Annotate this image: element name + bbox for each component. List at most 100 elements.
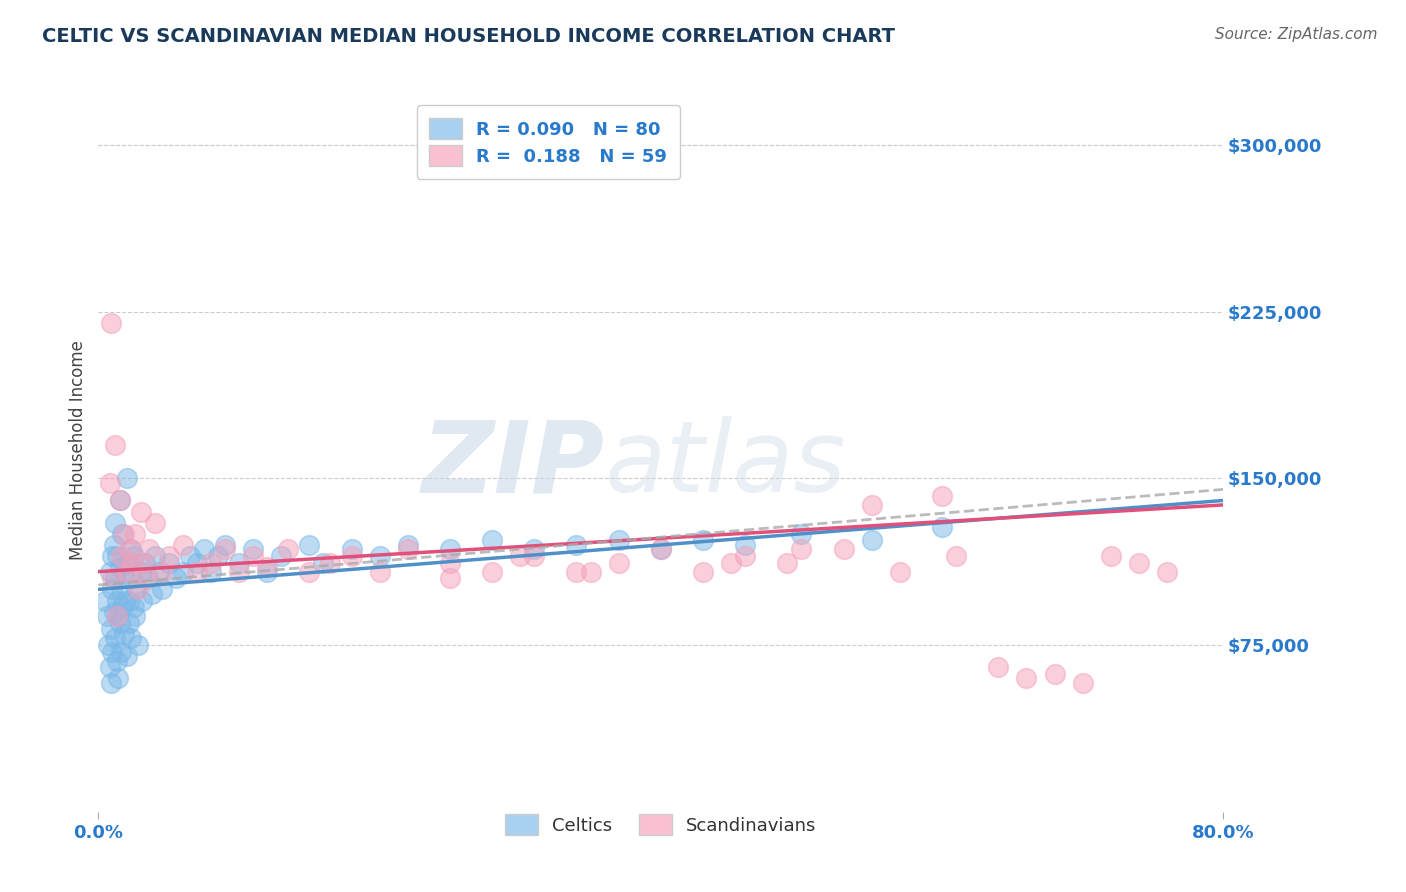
Point — [110, 549, 132, 563]
Point — [134, 556, 156, 570]
Point — [101, 645, 124, 659]
Point — [97, 638, 120, 652]
Point — [1128, 556, 1150, 570]
Point — [481, 565, 503, 579]
Point — [100, 623, 122, 637]
Point — [98, 660, 121, 674]
Point — [143, 549, 166, 563]
Point — [298, 565, 321, 579]
Point — [108, 493, 131, 508]
Text: Source: ZipAtlas.com: Source: ZipAtlas.com — [1215, 27, 1378, 42]
Point — [172, 538, 194, 552]
Point — [200, 565, 222, 579]
Point — [112, 627, 135, 641]
Point — [129, 565, 152, 579]
Point — [104, 438, 127, 452]
Point — [100, 316, 122, 330]
Point — [104, 632, 127, 646]
Point — [105, 593, 128, 607]
Point — [319, 556, 342, 570]
Point — [150, 565, 173, 579]
Point — [135, 571, 157, 585]
Point — [1071, 675, 1094, 690]
Point — [101, 549, 124, 563]
Text: CELTIC VS SCANDINAVIAN MEDIAN HOUSEHOLD INCOME CORRELATION CHART: CELTIC VS SCANDINAVIAN MEDIAN HOUSEHOLD … — [42, 27, 896, 45]
Point — [228, 565, 250, 579]
Point — [650, 542, 672, 557]
Point — [138, 542, 160, 557]
Point — [112, 565, 135, 579]
Point — [172, 565, 194, 579]
Point — [104, 571, 127, 585]
Point — [186, 565, 208, 579]
Point — [112, 526, 135, 541]
Point — [607, 533, 630, 548]
Point — [186, 556, 208, 570]
Y-axis label: Median Household Income: Median Household Income — [69, 341, 87, 560]
Point — [270, 549, 292, 563]
Point — [104, 516, 127, 530]
Point — [340, 542, 363, 557]
Point — [242, 542, 264, 557]
Point — [103, 538, 125, 552]
Point — [122, 549, 145, 563]
Point — [157, 556, 180, 570]
Point — [108, 560, 131, 574]
Point — [945, 549, 967, 563]
Point — [650, 542, 672, 557]
Point — [368, 549, 391, 563]
Point — [143, 516, 166, 530]
Point — [105, 654, 128, 668]
Point — [1099, 549, 1122, 563]
Point — [108, 615, 131, 630]
Point — [889, 565, 911, 579]
Point — [120, 632, 142, 646]
Point — [1156, 565, 1178, 579]
Point — [150, 582, 173, 597]
Point — [860, 498, 883, 512]
Point — [396, 542, 419, 557]
Point — [124, 526, 146, 541]
Point — [312, 556, 335, 570]
Point — [131, 593, 153, 607]
Point — [832, 542, 855, 557]
Point — [228, 556, 250, 570]
Text: ZIP: ZIP — [422, 417, 605, 514]
Point — [607, 556, 630, 570]
Point — [101, 582, 124, 597]
Point — [214, 538, 236, 552]
Point — [256, 560, 278, 574]
Point — [107, 609, 129, 624]
Point — [136, 571, 159, 585]
Point — [117, 556, 139, 570]
Point — [987, 660, 1010, 674]
Point — [734, 538, 756, 552]
Point — [121, 556, 143, 570]
Point — [110, 582, 132, 597]
Point — [132, 556, 155, 570]
Point — [565, 538, 588, 552]
Point — [242, 549, 264, 563]
Point — [298, 538, 321, 552]
Point — [114, 593, 136, 607]
Point — [98, 565, 121, 579]
Point — [121, 571, 143, 585]
Point — [148, 565, 170, 579]
Point — [105, 609, 128, 624]
Point — [579, 565, 602, 579]
Point — [118, 542, 141, 557]
Point — [94, 593, 117, 607]
Point — [118, 593, 141, 607]
Point — [124, 609, 146, 624]
Point — [860, 533, 883, 548]
Point — [103, 605, 125, 619]
Point — [108, 493, 131, 508]
Point — [509, 549, 531, 563]
Point — [111, 600, 134, 615]
Point — [101, 571, 124, 585]
Point — [439, 571, 461, 585]
Point — [396, 538, 419, 552]
Point — [157, 549, 180, 563]
Point — [111, 526, 134, 541]
Point — [127, 582, 149, 597]
